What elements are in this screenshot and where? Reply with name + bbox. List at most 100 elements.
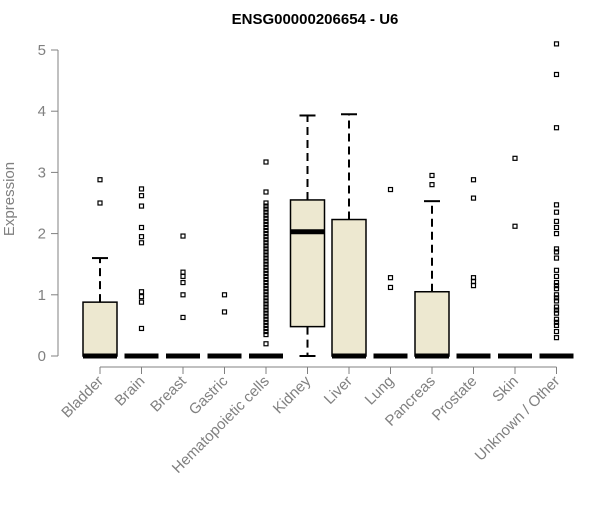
outlier-point — [429, 182, 435, 188]
outlier-point — [263, 273, 269, 280]
outlier-point — [138, 289, 145, 295]
outlier-point — [553, 286, 560, 292]
chart-title: ENSG00000206654 - U6 — [232, 11, 399, 28]
outlier-point — [553, 292, 560, 298]
outlier-point — [553, 279, 560, 286]
outlier-point — [263, 258, 269, 264]
outlier-point — [180, 273, 186, 280]
x-tick-label: Liver — [321, 373, 356, 408]
outlier-point — [512, 223, 518, 229]
outlier-point — [263, 231, 269, 237]
outlier-point — [553, 328, 560, 335]
outlier-point — [470, 283, 477, 289]
outlier-point — [470, 177, 477, 183]
outlier-point — [553, 298, 560, 304]
outlier-point — [263, 255, 269, 261]
box-body — [331, 218, 367, 357]
outlier-point — [263, 313, 269, 319]
outlier-point — [221, 309, 228, 315]
outlier-point — [263, 325, 269, 332]
outlier-point — [138, 203, 145, 209]
y-tick-label: 2 — [38, 226, 46, 243]
outlier-point — [553, 224, 560, 231]
x-tick-label: Brain — [112, 373, 149, 410]
outlier-point — [263, 301, 269, 307]
outlier-point — [180, 279, 186, 286]
outlier-point — [553, 316, 560, 322]
outlier-point — [553, 310, 560, 316]
outlier-point — [138, 224, 145, 231]
outlier-point — [263, 307, 269, 313]
outlier-point — [553, 209, 560, 215]
outlier-point — [553, 319, 560, 325]
outlier-point — [263, 189, 269, 195]
outlier-point — [263, 212, 269, 218]
x-tick-label: Prostate — [429, 373, 481, 425]
outlier-point — [263, 200, 269, 206]
box-body — [414, 290, 450, 357]
outlier-point — [263, 246, 269, 252]
outlier-point — [263, 328, 269, 335]
outlier-point — [553, 231, 560, 237]
outlier-point — [553, 304, 560, 310]
outlier-point — [387, 186, 394, 193]
outlier-point — [387, 275, 394, 281]
y-tick-label: 3 — [38, 164, 46, 181]
outlier-point — [553, 249, 560, 255]
outlier-point — [263, 310, 269, 316]
outlier-point — [553, 307, 560, 313]
outlier-point — [263, 267, 269, 273]
outlier-point — [263, 304, 269, 310]
box-body — [289, 199, 326, 328]
outlier-point — [263, 249, 269, 255]
outlier-point — [263, 286, 269, 292]
outlier-point — [180, 314, 186, 321]
outlier-point — [553, 71, 560, 78]
outlier-point — [553, 255, 560, 261]
outlier-point — [263, 319, 269, 325]
outlier-point — [512, 155, 518, 161]
outlier-point — [263, 252, 269, 258]
x-tick-label: Kidney — [270, 372, 315, 417]
outlier-point — [553, 273, 560, 280]
y-tick-label: 0 — [38, 348, 46, 365]
outlier-point — [263, 159, 269, 165]
outlier-point — [263, 316, 269, 322]
outlier-point — [263, 237, 269, 243]
outlier-point — [263, 209, 269, 215]
y-tick-label: 4 — [38, 103, 46, 120]
outlier-point — [263, 215, 269, 221]
outlier-point — [263, 341, 269, 347]
outlier-point — [263, 279, 269, 286]
outlier-point — [138, 240, 145, 246]
outlier-point — [263, 234, 269, 240]
outlier-point — [263, 227, 269, 234]
outlier-point — [263, 240, 269, 246]
outlier-point — [263, 322, 269, 328]
outlier-point — [553, 41, 560, 47]
outlier-point — [470, 275, 477, 281]
x-tick-label: Lung — [362, 373, 398, 409]
outlier-point — [263, 298, 269, 304]
outlier-point — [263, 276, 269, 283]
outlier-point — [138, 325, 145, 332]
outlier-point — [553, 335, 560, 341]
outlier-point — [97, 200, 103, 206]
outlier-point — [263, 218, 269, 224]
x-tick-label: Breast — [147, 372, 190, 415]
outlier-point — [553, 125, 560, 131]
outlier-point — [263, 289, 269, 295]
box-body — [82, 301, 118, 357]
x-tick-label: Bladder — [58, 373, 107, 422]
outlier-point — [138, 193, 145, 199]
outlier-point — [263, 295, 269, 301]
outlier-point — [429, 172, 435, 179]
outlier-point — [138, 234, 145, 240]
outlier-point — [470, 195, 477, 201]
outlier-point — [263, 243, 269, 249]
outlier-point — [180, 233, 186, 239]
outlier-point — [553, 202, 560, 208]
